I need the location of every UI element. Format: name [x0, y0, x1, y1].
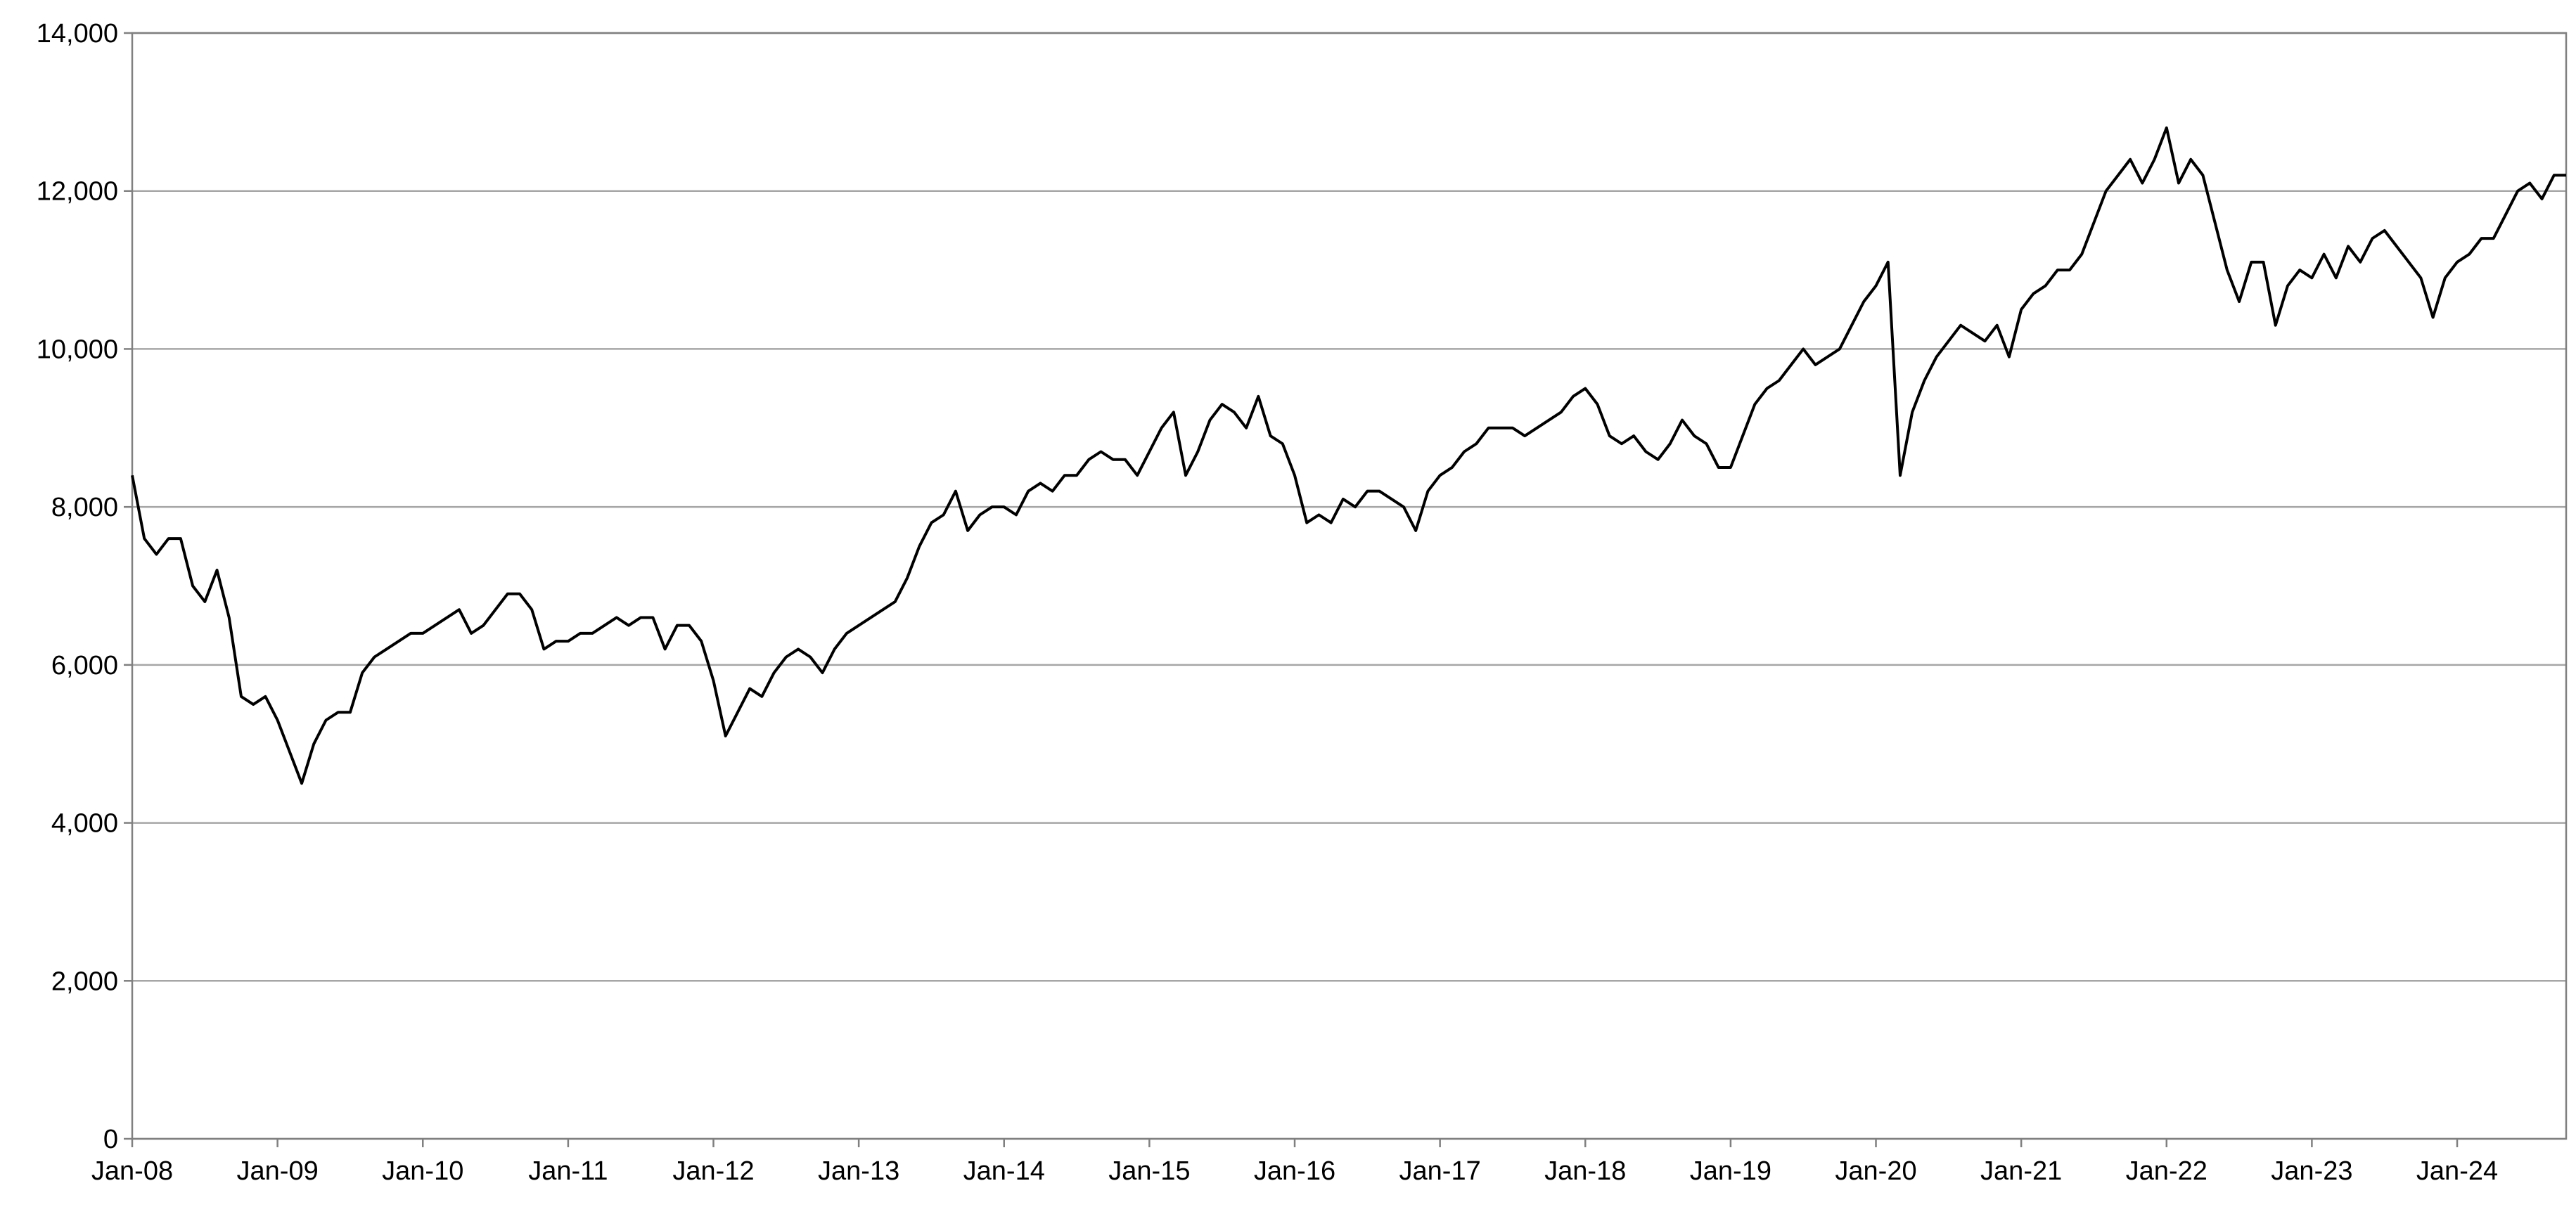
x-tick-label: Jan-08 [91, 1156, 173, 1186]
y-tick-label: 0 [103, 1125, 118, 1154]
y-tick-label: 10,000 [37, 335, 118, 364]
x-tick-label: Jan-13 [818, 1156, 899, 1186]
x-tick-label: Jan-16 [1254, 1156, 1335, 1186]
x-tick-label: Jan-24 [2416, 1156, 2498, 1186]
x-tick-label: Jan-20 [1835, 1156, 1916, 1186]
x-tick-label: Jan-11 [528, 1156, 608, 1186]
x-tick-label: Jan-21 [1980, 1156, 2062, 1186]
x-tick-label: Jan-10 [382, 1156, 463, 1186]
y-tick-label: 14,000 [37, 19, 118, 49]
x-tick-label: Jan-15 [1108, 1156, 1190, 1186]
x-tick-label: Jan-19 [1690, 1156, 1771, 1186]
y-tick-label: 6,000 [51, 651, 118, 680]
y-tick-label: 4,000 [51, 809, 118, 839]
x-tick-label: Jan-22 [2126, 1156, 2207, 1186]
plot-frame [131, 32, 2568, 1140]
x-tick-label: Jan-18 [1544, 1156, 1626, 1186]
x-tick-label: Jan-17 [1399, 1156, 1481, 1186]
y-tick-label: 8,000 [51, 493, 118, 522]
y-tick-label: 12,000 [37, 177, 118, 207]
x-tick-label: Jan-14 [963, 1156, 1045, 1186]
data-line [131, 126, 2566, 785]
x-tick-label: Jan-09 [237, 1156, 319, 1186]
x-tick-label: Jan-23 [2271, 1156, 2352, 1186]
y-tick-label: 2,000 [51, 967, 118, 996]
x-tick-label: Jan-12 [672, 1156, 754, 1186]
